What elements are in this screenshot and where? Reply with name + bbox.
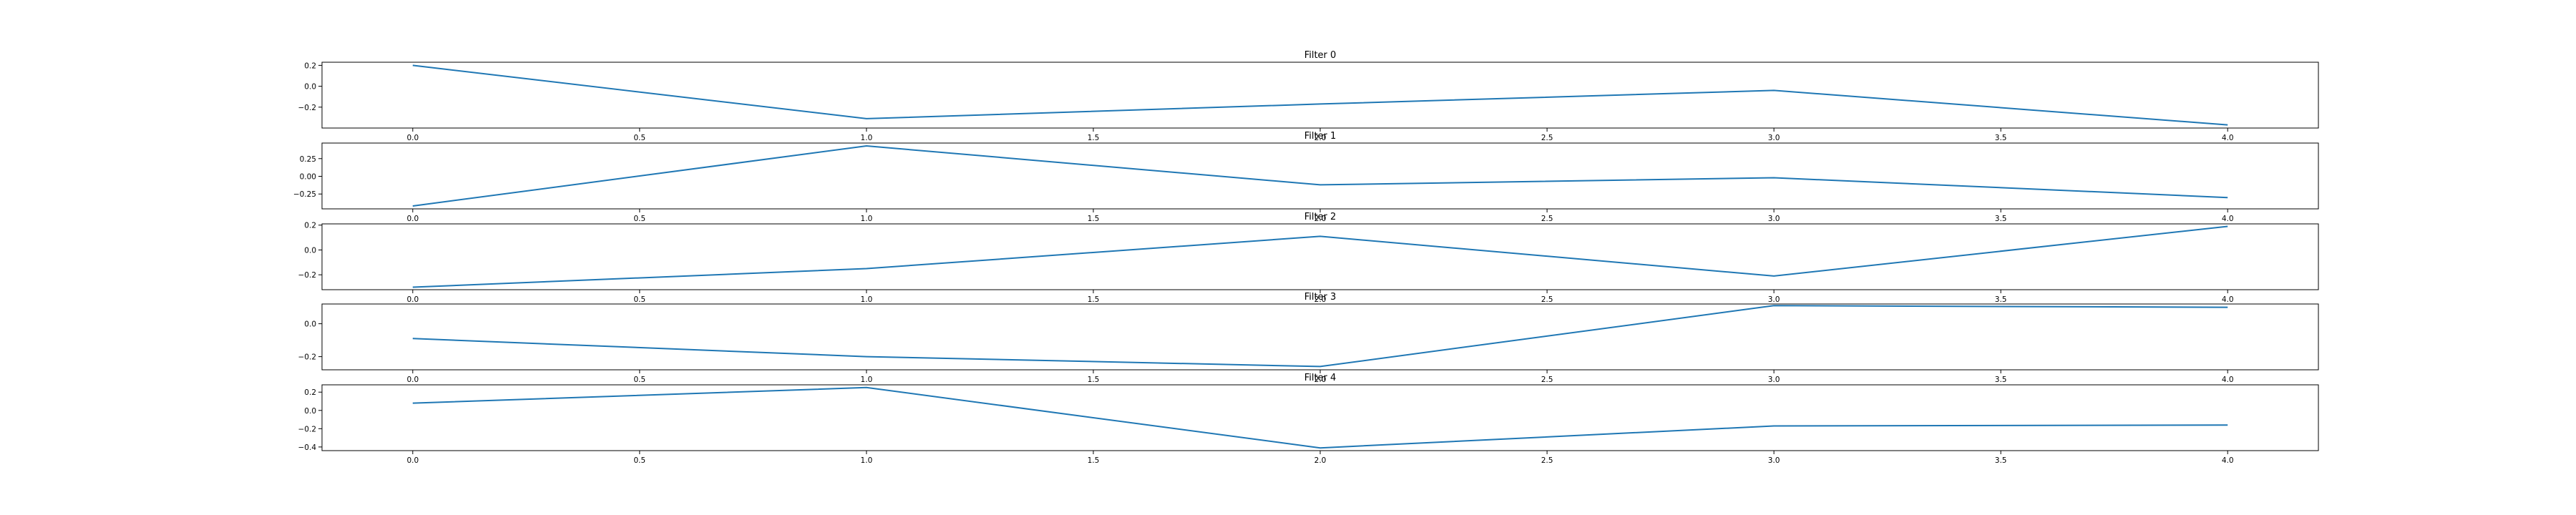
x-tick-label: 0.0 [406,376,419,384]
x-tick-label: 2.5 [1541,456,1553,465]
y-tick-label: 0.0 [304,407,316,416]
axes-frame [321,223,2319,290]
x-tick-label: 4.0 [2222,215,2234,223]
x-tick-label: 1.5 [1088,215,1100,223]
panel-title: Filter 0 [1304,50,1337,61]
x-tick-label: 3.5 [1995,376,2007,384]
y-tick-label: −0.2 [298,425,317,433]
x-tick-label: 4.0 [2222,295,2234,304]
y-tick-label: 0.2 [304,222,316,230]
x-tick-label: 1.5 [1088,376,1100,384]
axes-frame [321,62,2319,129]
y-tick-label: −0.25 [293,190,316,199]
x-tick-label: 0.5 [634,376,646,384]
axes-frame [321,303,2319,371]
x-tick-label: 0.5 [634,215,646,223]
x-tick-label: 2.0 [1314,376,1327,384]
x-tick-label: 3.5 [1995,215,2007,223]
y-tick-label: 0.0 [304,320,316,329]
y-tick-label: −0.4 [298,443,317,452]
x-tick-label: 2.5 [1541,134,1553,142]
x-tick-label: 3.0 [1768,215,1780,223]
x-tick-label: 3.5 [1995,295,2007,304]
x-tick-label: 1.0 [861,295,873,304]
y-tick-label: 0.2 [304,388,316,397]
x-tick-label: 3.0 [1768,376,1780,384]
panel-filter-2: Filter 2 0.0 0.5 1.0 1.5 2.0 2.5 3.0 3.5 4.0 0.2 0.… [298,212,2319,304]
x-tick-label: 2.0 [1314,456,1327,465]
series-line [412,144,2228,207]
series-line [412,64,2228,126]
x-tick-label: 0.0 [406,456,419,465]
x-tick-label: 1.5 [1088,295,1100,304]
x-tick-label: 0.0 [406,134,419,142]
panel-title: Filter 2 [1304,212,1337,222]
series-line [412,225,2228,288]
y-tick-label: 0.2 [304,62,316,70]
y-tick-label: 0.25 [300,155,316,164]
x-tick-label: 2.5 [1541,376,1553,384]
y-tick-label: −0.2 [298,271,317,280]
x-tick-label: 3.5 [1995,456,2007,465]
x-tick-label: 0.5 [634,134,646,142]
x-tick-label: 4.0 [2222,376,2234,384]
y-tick-label: 0.0 [304,83,316,92]
x-tick-label: 1.0 [861,215,873,223]
x-tick-label: 0.0 [406,295,419,304]
x-tick-label: 3.5 [1995,134,2007,142]
axes-frame [321,142,2319,210]
series-line [412,305,2228,368]
x-tick-label: 2.5 [1541,215,1553,223]
x-tick-label: 1.0 [861,456,873,465]
x-tick-label: 3.0 [1768,456,1780,465]
axes-frame [321,384,2319,451]
y-tick-label: −0.2 [298,353,317,362]
x-tick-label: 1.5 [1088,134,1100,142]
x-tick-label: 1.0 [861,134,873,142]
panel-title: Filter 3 [1304,292,1337,303]
panel-title: Filter 4 [1304,373,1337,383]
y-tick-label: 0.0 [304,246,316,255]
x-tick-label: 2.0 [1314,295,1327,304]
x-tick-label: 2.0 [1314,215,1327,223]
y-tick-label: 0.00 [300,172,316,181]
x-tick-label: 0.5 [634,456,646,465]
x-tick-label: 2.0 [1314,134,1327,142]
panel-title: Filter 1 [1304,131,1337,142]
panel-filter-1: Filter 1 0.0 0.5 1.0 1.5 2.0 2.5 3.0 3.5 4.0 0.25 0… [293,131,2319,223]
y-tick-label: −0.2 [298,104,317,112]
x-tick-label: 3.0 [1768,134,1780,142]
x-tick-label: 4.0 [2222,134,2234,142]
panel-filter-3: Filter 3 0.0 0.5 1.0 1.5 2.0 2.5 3.0 3.5 4.0 0.0 −0… [298,292,2319,384]
x-tick-label: 0.0 [406,215,419,223]
x-tick-label: 1.5 [1088,456,1100,465]
x-tick-label: 0.5 [634,295,646,304]
panel-filter-0: Filter 0 0.0 0.5 1.0 1.5 2.0 2.5 3.0 3.5 4.0 0.2 0.… [298,50,2319,142]
x-tick-label: 1.0 [861,376,873,384]
x-tick-label: 3.0 [1768,295,1780,304]
panel-filter-4: Filter 4 0.0 0.5 1.0 1.5 2.0 2.5 3.0 3.5 4.0 0.2 0.… [298,373,2319,465]
series-line [412,386,2228,449]
x-tick-label: 2.5 [1541,295,1553,304]
x-tick-label: 4.0 [2222,456,2234,465]
